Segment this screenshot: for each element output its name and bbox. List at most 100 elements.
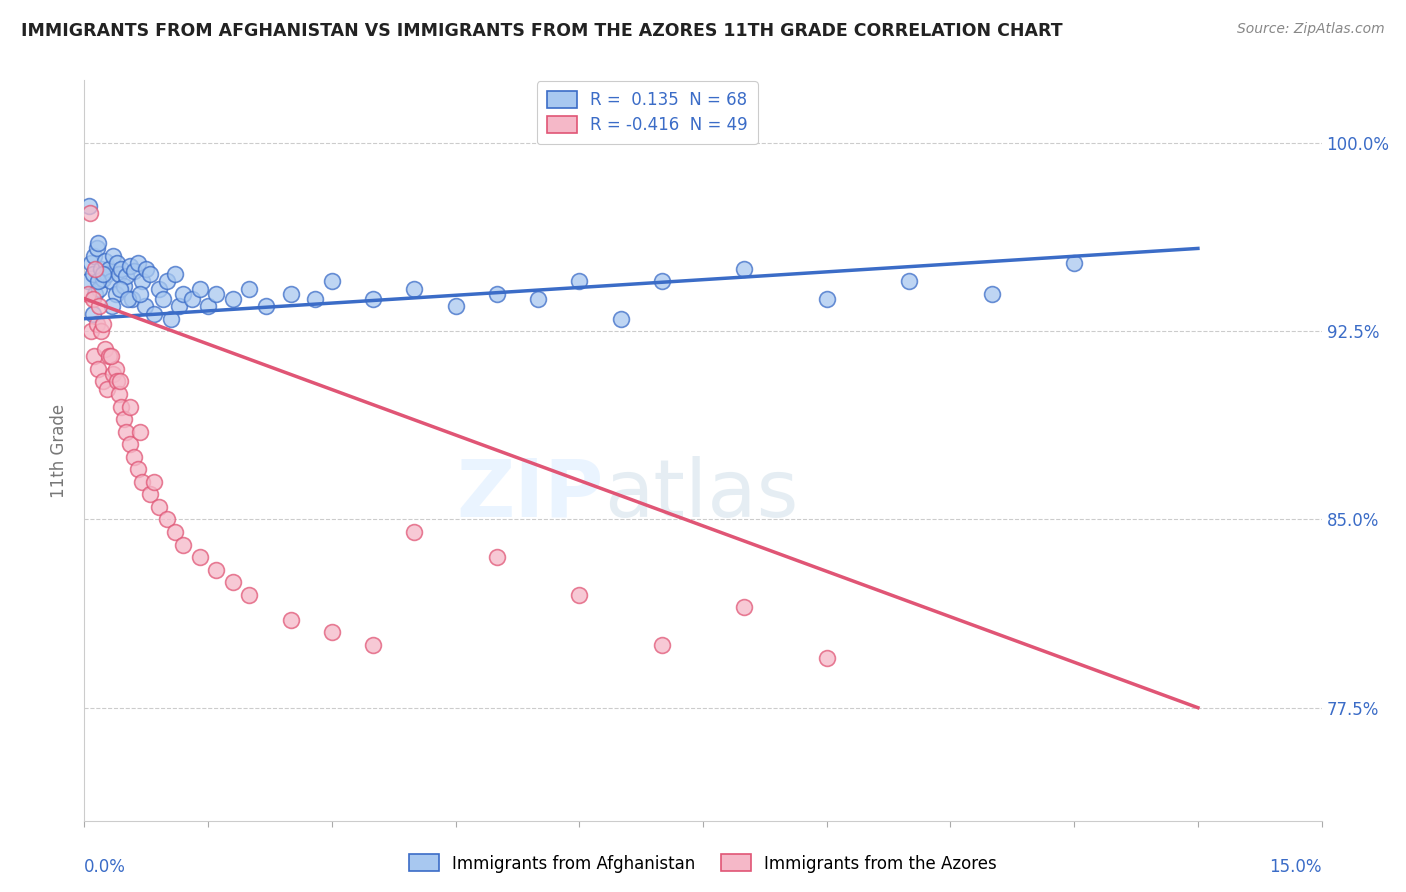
Point (485, 550, 508, 565)
Point (110, 400, 132, 414)
Point (83, 249, 105, 263)
Point (105, 256, 128, 270)
Point (733, 261, 755, 276)
Point (108, 387, 131, 401)
Point (91, 267, 114, 281)
Point (104, 286, 127, 301)
Point (98, 261, 121, 276)
Point (1063, 256, 1085, 270)
Point (127, 256, 149, 270)
Point (485, 286, 508, 301)
Point (82, 292, 104, 306)
Point (197, 299, 219, 313)
Point (103, 249, 125, 263)
Point (80, 256, 103, 270)
Text: ZIP: ZIP (457, 456, 605, 534)
Point (100, 299, 122, 313)
Point (180, 292, 202, 306)
Point (205, 286, 228, 301)
Point (89, 299, 111, 313)
Point (188, 282, 211, 296)
Point (238, 588, 260, 602)
Point (156, 274, 179, 288)
Point (86, 242, 108, 256)
Point (110, 261, 132, 276)
Point (94, 254, 117, 268)
Point (77, 286, 100, 301)
Point (135, 261, 157, 276)
Point (108, 267, 131, 281)
Y-axis label: 11th Grade: 11th Grade (51, 403, 69, 498)
Point (108, 282, 131, 296)
Point (127, 462, 149, 476)
Point (83, 349, 105, 363)
Text: 0.0%: 0.0% (84, 858, 127, 876)
Point (898, 274, 921, 288)
Point (222, 575, 245, 590)
Point (568, 274, 591, 288)
Point (148, 282, 170, 296)
Point (103, 367, 125, 381)
Point (651, 638, 673, 652)
Point (118, 400, 141, 414)
Point (568, 588, 591, 602)
Text: Source: ZipAtlas.com: Source: ZipAtlas.com (1237, 22, 1385, 37)
Point (122, 264, 145, 278)
Point (80, 324, 103, 338)
Point (114, 425, 136, 439)
Point (94, 342, 117, 356)
Point (139, 267, 162, 281)
Point (131, 274, 153, 288)
Point (100, 274, 122, 288)
Point (188, 550, 211, 565)
Point (87, 362, 110, 376)
Point (91, 317, 114, 331)
Point (167, 299, 190, 313)
Point (238, 282, 260, 296)
Point (609, 311, 631, 326)
Legend: Immigrants from Afghanistan, Immigrants from the Azores: Immigrants from Afghanistan, Immigrants … (402, 847, 1004, 880)
Point (79, 199, 101, 213)
Point (254, 299, 277, 313)
Point (122, 450, 145, 464)
Point (205, 563, 228, 577)
Point (148, 500, 170, 514)
Point (105, 375, 128, 389)
Point (91, 375, 114, 389)
Point (165, 524, 187, 539)
Point (82, 307, 104, 321)
Point (172, 286, 194, 301)
Point (84, 286, 107, 301)
Point (143, 475, 166, 489)
Point (404, 524, 426, 539)
Point (321, 625, 343, 640)
Point (815, 292, 838, 306)
Point (121, 292, 143, 306)
Point (222, 292, 245, 306)
Point (527, 292, 550, 306)
Point (160, 311, 183, 326)
Point (733, 600, 755, 615)
Point (104, 362, 127, 376)
Point (651, 274, 673, 288)
Point (86, 274, 108, 288)
Point (156, 512, 179, 526)
Point (321, 274, 343, 288)
Point (404, 282, 426, 296)
Text: atlas: atlas (605, 456, 799, 534)
Point (152, 292, 174, 306)
Point (86, 317, 108, 331)
Point (131, 475, 153, 489)
Point (129, 425, 152, 439)
Point (280, 613, 302, 627)
Point (815, 650, 838, 665)
Point (87, 236, 110, 251)
Point (129, 286, 152, 301)
Point (118, 437, 141, 451)
Point (280, 286, 302, 301)
Point (77, 274, 100, 288)
Point (90, 324, 112, 338)
Point (98, 349, 121, 363)
Point (89, 282, 111, 296)
Point (118, 259, 141, 273)
